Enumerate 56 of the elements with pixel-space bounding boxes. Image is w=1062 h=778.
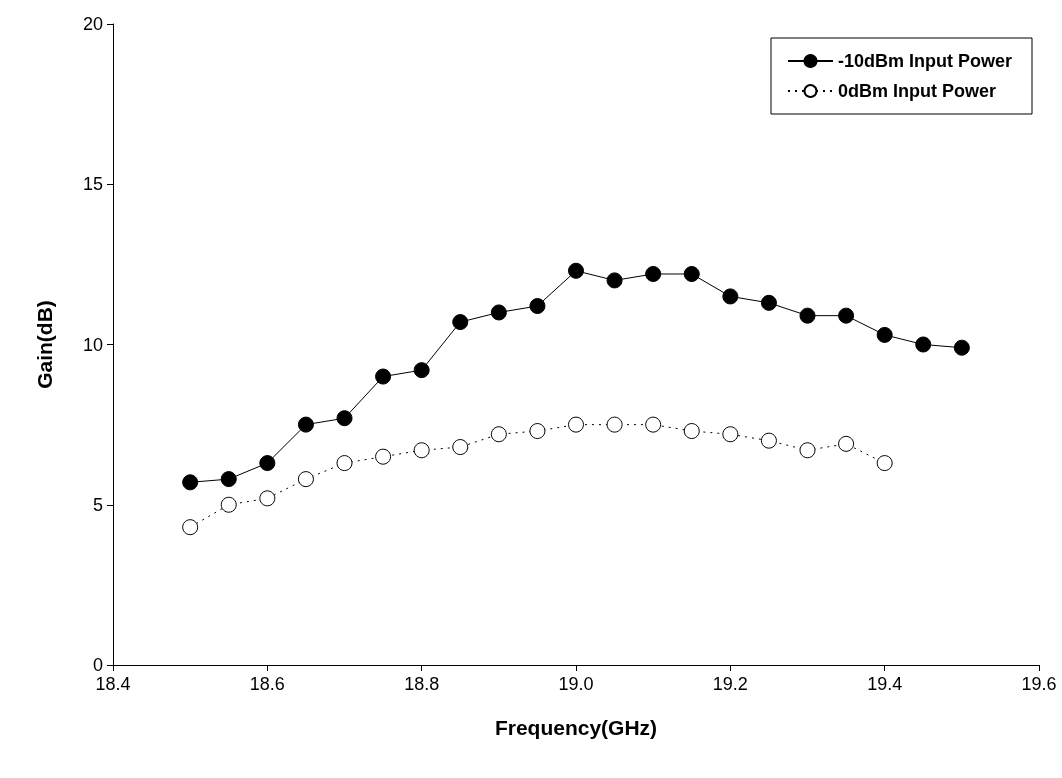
point bbox=[838, 307, 855, 324]
point bbox=[568, 262, 584, 279]
point bbox=[799, 307, 816, 324]
point bbox=[722, 426, 739, 443]
point bbox=[876, 455, 893, 472]
x-tick-label: 18.4 bbox=[95, 674, 131, 694]
y-tick-label: 0 bbox=[92, 655, 103, 675]
x-axis-title: Frequency(GHz) bbox=[494, 716, 658, 739]
point bbox=[529, 423, 546, 440]
point bbox=[876, 326, 893, 343]
y-tick-label: 5 bbox=[92, 494, 103, 515]
point bbox=[838, 435, 855, 452]
x-tick-label: 19.0 bbox=[558, 674, 594, 694]
point bbox=[452, 439, 469, 456]
point bbox=[259, 490, 276, 507]
x-tick-label: 19.2 bbox=[712, 674, 748, 694]
point bbox=[915, 336, 932, 353]
point bbox=[413, 362, 430, 379]
point bbox=[413, 442, 430, 459]
point bbox=[375, 448, 392, 465]
point bbox=[297, 471, 314, 488]
point bbox=[297, 416, 314, 433]
point bbox=[645, 416, 662, 433]
y-axis-title: Gain(dB) bbox=[33, 300, 56, 389]
point bbox=[799, 442, 816, 459]
point bbox=[375, 368, 392, 385]
y-tick-label: 10 bbox=[82, 334, 103, 355]
point bbox=[683, 265, 700, 282]
point bbox=[760, 432, 777, 449]
point bbox=[760, 294, 777, 311]
y-tick-label: 15 bbox=[82, 174, 103, 195]
legend-label: -10dBm Input Power bbox=[837, 51, 1012, 71]
point bbox=[336, 410, 353, 427]
point bbox=[953, 339, 970, 356]
point bbox=[722, 288, 739, 305]
point bbox=[490, 304, 507, 321]
point bbox=[220, 471, 237, 488]
point bbox=[182, 519, 199, 536]
point bbox=[606, 416, 623, 433]
legend-label: 0dBm Input Power bbox=[837, 81, 996, 101]
point bbox=[606, 272, 623, 289]
point bbox=[336, 455, 353, 472]
point bbox=[645, 265, 662, 282]
point bbox=[529, 298, 546, 315]
x-tick-label: 19.6 bbox=[1021, 674, 1057, 694]
point bbox=[182, 474, 199, 491]
point bbox=[259, 455, 276, 472]
x-tick-label: 18.6 bbox=[249, 674, 285, 694]
point bbox=[452, 314, 469, 331]
point bbox=[683, 423, 700, 440]
point bbox=[220, 496, 237, 513]
x-tick-label: 18.8 bbox=[404, 674, 440, 694]
point bbox=[490, 426, 507, 443]
y-tick-label: 20 bbox=[82, 14, 103, 34]
x-tick-label: 19.4 bbox=[867, 674, 903, 694]
point bbox=[568, 416, 584, 433]
